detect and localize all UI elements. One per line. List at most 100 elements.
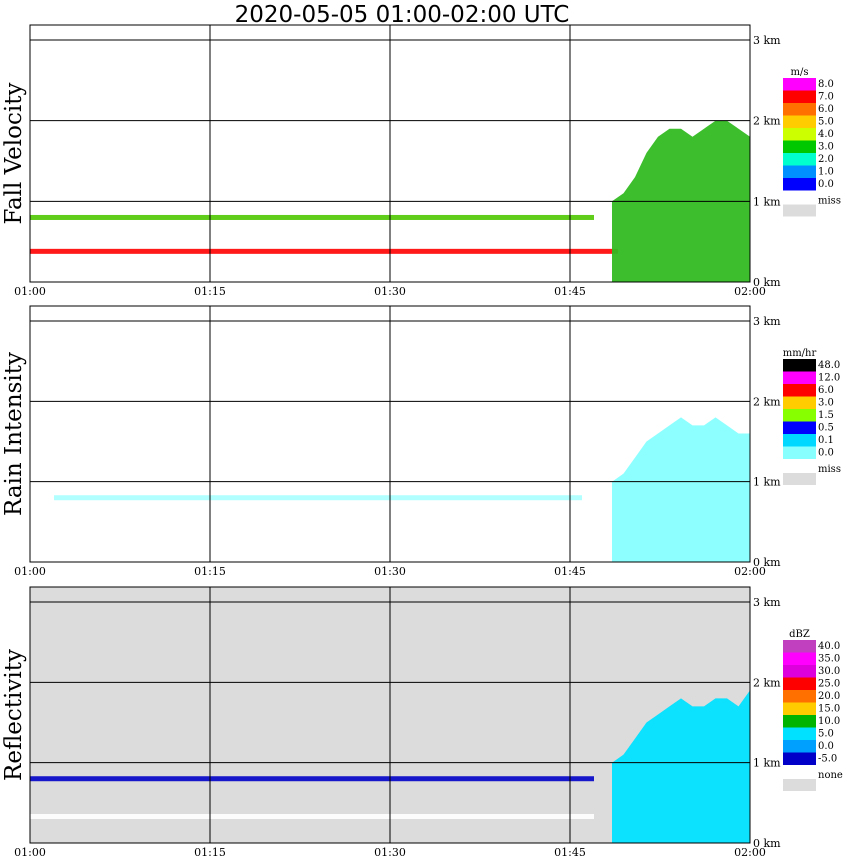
legend-miss-swatch bbox=[783, 473, 816, 485]
echo-layer bbox=[30, 776, 594, 782]
height-tick-label: 2 km bbox=[753, 115, 781, 128]
legend-swatch bbox=[783, 702, 816, 715]
legend-label: 4.0 bbox=[818, 129, 834, 140]
legend-swatch bbox=[783, 103, 816, 116]
legend-miss-swatch bbox=[783, 204, 816, 217]
height-tick-label: 1 km bbox=[753, 195, 781, 208]
height-tick-label: 0 km bbox=[753, 837, 781, 850]
time-tick-label: 01:00 bbox=[14, 285, 46, 298]
legend-label: 0.0 bbox=[818, 448, 834, 459]
legend-miss-label: miss bbox=[818, 464, 841, 475]
legend-label: -5.0 bbox=[818, 754, 837, 765]
legend-swatch bbox=[783, 115, 816, 128]
legend-swatch bbox=[783, 140, 816, 153]
legend-label: 0.1 bbox=[818, 435, 834, 446]
time-tick-label: 01:30 bbox=[374, 565, 406, 578]
legend-label: 0.0 bbox=[818, 179, 834, 190]
legend-swatch bbox=[783, 752, 816, 765]
echo-layer bbox=[30, 214, 594, 220]
time-tick-label: 02:00 bbox=[734, 565, 766, 578]
height-tick-label: 0 km bbox=[753, 276, 781, 289]
legend-swatch bbox=[783, 446, 816, 459]
time-tick-label: 01:30 bbox=[374, 846, 406, 859]
echo-layer bbox=[54, 495, 582, 501]
legend-label: 25.0 bbox=[818, 679, 840, 690]
legend-swatch bbox=[783, 396, 816, 409]
panel-0: 0 km 1 km 2 km 3 km 01:00 01:15 01:30 01:45 02:0… bbox=[1, 24, 841, 298]
time-tick-label: 01:45 bbox=[554, 846, 586, 859]
precipitation-echo bbox=[612, 417, 750, 562]
legend-swatch bbox=[783, 740, 816, 753]
height-tick-label: 1 km bbox=[753, 476, 781, 489]
legend-miss-label: miss bbox=[818, 196, 841, 207]
legend-swatch bbox=[783, 652, 816, 665]
panel-ylabel: Rain Intensity bbox=[1, 352, 27, 516]
height-tick-label: 2 km bbox=[753, 676, 781, 689]
legend-label: 3.0 bbox=[818, 142, 834, 153]
time-tick-label: 01:15 bbox=[194, 846, 226, 859]
time-tick-label: 01:00 bbox=[14, 565, 46, 578]
legend-label: 2.0 bbox=[818, 154, 834, 165]
legend-label: 7.0 bbox=[818, 92, 834, 103]
legend-label: 1.0 bbox=[818, 167, 834, 178]
height-tick-label: 0 km bbox=[753, 556, 781, 569]
time-tick-label: 02:00 bbox=[734, 285, 766, 298]
legend-swatch bbox=[783, 90, 816, 103]
legend-swatch bbox=[783, 153, 816, 166]
legend-swatch bbox=[783, 384, 816, 397]
legend-swatch bbox=[783, 78, 816, 91]
legend-swatch bbox=[783, 434, 816, 447]
legend-unit: dBZ bbox=[789, 629, 810, 640]
legend-unit: mm/hr bbox=[783, 348, 817, 359]
legend-miss-swatch bbox=[783, 779, 816, 791]
time-tick-label: 01:00 bbox=[14, 846, 46, 859]
legend-label: 30.0 bbox=[818, 666, 840, 677]
legend-swatch bbox=[783, 359, 816, 372]
legend-swatch bbox=[783, 421, 816, 434]
time-tick-label: 01:15 bbox=[194, 565, 226, 578]
legend-label: 0.5 bbox=[818, 423, 834, 434]
panel-frame bbox=[29, 305, 751, 563]
panel-frame bbox=[29, 24, 751, 283]
legend-label: 5.0 bbox=[818, 117, 834, 128]
legend-label: 12.0 bbox=[818, 373, 840, 384]
legend-label: 10.0 bbox=[818, 716, 840, 727]
chart-title: 2020-05-05 01:00-02:00 UTC bbox=[235, 2, 570, 28]
legend-swatch bbox=[783, 178, 816, 191]
legend-swatch bbox=[783, 715, 816, 728]
time-tick-label: 02:00 bbox=[734, 846, 766, 859]
time-tick-label: 01:30 bbox=[374, 285, 406, 298]
legend-swatch bbox=[783, 640, 816, 653]
legend-label: 40.0 bbox=[818, 641, 840, 652]
height-tick-label: 2 km bbox=[753, 395, 781, 408]
echo-layer bbox=[30, 813, 594, 819]
legend-swatch bbox=[783, 677, 816, 690]
legend-label: 3.0 bbox=[818, 398, 834, 409]
height-tick-label: 3 km bbox=[753, 596, 781, 609]
legend-label: 5.0 bbox=[818, 729, 834, 740]
legend-label: 0.0 bbox=[818, 741, 834, 752]
legend-label: 8.0 bbox=[818, 79, 834, 90]
legend-swatch bbox=[783, 128, 816, 141]
panel-frame bbox=[29, 586, 751, 844]
precipitation-echo bbox=[612, 690, 750, 843]
panel-ylabel: Fall Velocity bbox=[1, 83, 27, 225]
legend-swatch bbox=[783, 165, 816, 178]
legend-swatch bbox=[783, 665, 816, 678]
legend-swatch bbox=[783, 409, 816, 422]
panel-ylabel: Reflectivity bbox=[1, 649, 27, 781]
legend-swatch bbox=[783, 690, 816, 703]
height-tick-label: 3 km bbox=[753, 315, 781, 328]
legend-label: 20.0 bbox=[818, 691, 840, 702]
height-tick-label: 1 km bbox=[753, 757, 781, 770]
legend-label: 15.0 bbox=[818, 704, 840, 715]
echo-layer bbox=[30, 248, 618, 254]
time-tick-label: 01:45 bbox=[554, 285, 586, 298]
panel-1: 0 km 1 km 2 km 3 km 01:00 01:15 01:30 01:45 02:0… bbox=[1, 305, 841, 578]
legend-miss-label: none bbox=[818, 770, 843, 781]
legend-label: 6.0 bbox=[818, 104, 834, 115]
legend-swatch bbox=[783, 727, 816, 740]
panel-2: 0 km 1 km 2 km 3 km 01:00 01:15 01:30 01:45 02:0… bbox=[1, 586, 843, 859]
time-tick-label: 01:45 bbox=[554, 565, 586, 578]
